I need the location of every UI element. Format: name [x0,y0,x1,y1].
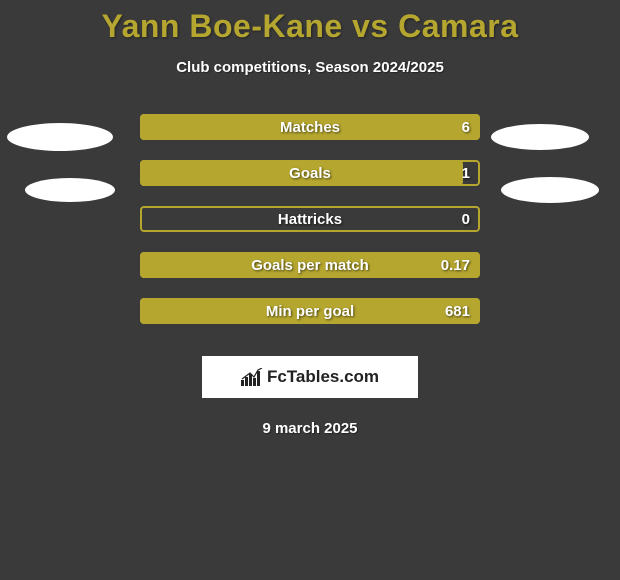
brand-logo: FcTables.com [241,367,379,387]
player-photo-placeholder [501,177,599,203]
stat-row: Min per goal681 [0,298,620,324]
bar-fill [140,298,480,324]
report-date: 9 march 2025 [262,420,357,437]
brand-logo-box: FcTables.com [202,356,418,398]
stat-row: Hattricks0 [0,206,620,232]
player-photo-placeholder [25,178,115,202]
brand-logo-text: FcTables.com [267,367,379,387]
bar-fill [140,252,480,278]
page-title: Yann Boe-Kane vs Camara [102,8,519,45]
subtitle: Club competitions, Season 2024/2025 [176,59,444,76]
comparison-infographic: Yann Boe-Kane vs Camara Club competition… [0,0,620,580]
bar-track [140,206,480,232]
bar-chart-icon [241,368,263,386]
player-photo-placeholder [7,123,113,151]
bar-fill [140,114,480,140]
bar-fill [140,160,463,186]
player-photo-placeholder [491,124,589,150]
stat-row: Goals per match0.17 [0,252,620,278]
